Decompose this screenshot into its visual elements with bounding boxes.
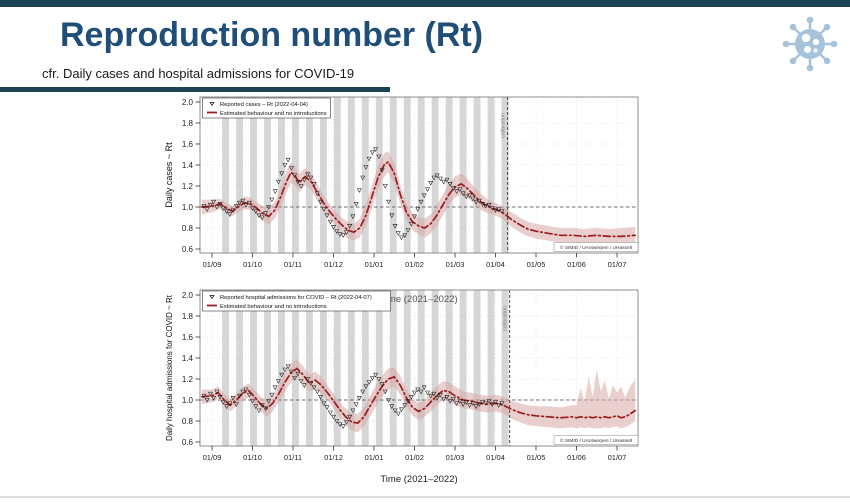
legend-reported-label: Reported hospital admissions for COVID –… [220, 295, 372, 301]
watermark-box [553, 242, 639, 252]
x-tick-label: 01/01 [365, 453, 384, 462]
legend-triangle-marker [209, 102, 215, 107]
legend-box [202, 290, 391, 312]
x-tick-label: 01/02 [405, 260, 424, 269]
estimated-rt-line [201, 367, 637, 425]
watermark-text: © SIMID / UAntwerpen / UHasselt [560, 244, 633, 251]
y-tick-label: 1.4 [182, 354, 194, 363]
y-tick-label: 1.2 [182, 182, 194, 191]
calibration-label: calibration [503, 306, 509, 331]
weekly-shading-bands [222, 97, 509, 253]
x-tick-label: 01/03 [446, 453, 465, 462]
y-tick-label: 1.0 [182, 203, 194, 212]
x-tick-label: 01/05 [527, 260, 546, 269]
bottom-divider [0, 496, 850, 498]
plot-border [199, 289, 639, 447]
x-tick-label: 01/09 [203, 453, 222, 462]
x-tick-label: 01/11 [284, 453, 302, 462]
x-tick-label: 01/03 [446, 260, 465, 269]
y-tick-label: 1.2 [182, 375, 194, 384]
virus-icon [782, 16, 838, 72]
watermark-text: © SIMID / UAntwerpen / UHasselt [560, 437, 633, 444]
y-tick-label: 1.0 [182, 396, 194, 405]
x-tick-label: 01/04 [486, 260, 505, 269]
legend-reported-label: Reported cases – Rt (2022-04-04) [220, 102, 308, 108]
chart-daily-cases-rt: calibration Reported cases – Rt (2022-04-… [164, 96, 639, 269]
legend-box [202, 97, 331, 119]
y-tick-label: 0.8 [182, 417, 194, 426]
x-tick-label: 01/07 [608, 260, 627, 269]
x-tick-label: 01/01 [365, 260, 384, 269]
x-axis-label: Time (2021–2022) [380, 474, 457, 485]
top-accent-bar [0, 0, 850, 7]
x-tick-label: 01/06 [567, 260, 586, 269]
axis-ticks [195, 294, 618, 451]
reported-rt-markers [201, 364, 505, 429]
legend-triangle-marker [209, 295, 215, 300]
page-title: Reproduction number (Rt) [60, 16, 484, 54]
estimated-rt-line [201, 160, 637, 238]
y-tick-label: 0.6 [182, 438, 194, 447]
overlapping-top-x-axis-label: Time (2021–2022) [380, 294, 457, 305]
calibration-label: calibration [501, 113, 507, 138]
x-tick-label: 01/06 [567, 453, 586, 462]
y-tick-label: 1.6 [182, 140, 194, 149]
reported-rt-markers [201, 147, 505, 241]
y-tick-label: 0.8 [182, 224, 194, 233]
y-tick-label: 1.4 [182, 161, 194, 170]
y-tick-label: 1.8 [182, 119, 194, 128]
y-tick-label: 2.0 [182, 291, 194, 300]
chart-hospital-admissions-rt: calibration Time (2021–2022) Reported hosp… [165, 289, 639, 485]
y-tick-label: 1.8 [182, 312, 194, 321]
x-tick-label: 01/09 [203, 260, 222, 269]
axis-ticks [195, 101, 618, 258]
x-tick-label: 01/04 [486, 453, 505, 462]
x-tick-label: 01/05 [527, 453, 546, 462]
y-tick-label: 0.6 [182, 245, 194, 254]
legend-estimate-label: Estimated behaviour and no introductions [220, 111, 327, 117]
watermark-box [553, 435, 639, 445]
title-underline [0, 87, 390, 92]
x-tick-label: 01/12 [324, 453, 343, 462]
y-tick-label: 1.6 [182, 333, 194, 342]
x-tick-label: 01/10 [243, 260, 262, 269]
confidence-band [201, 151, 636, 245]
x-tick-label: 01/10 [243, 453, 262, 462]
x-tick-label: 01/07 [608, 453, 627, 462]
plot-border [199, 96, 639, 254]
y-axis-label: Daily hospital admissions for COVID ~ Rt [165, 294, 174, 441]
legend-estimate-label: Estimated behaviour and no introductions [220, 304, 327, 310]
x-tick-label: 01/11 [284, 260, 302, 269]
page-subtitle: cfr. Daily cases and hospital admissions… [42, 66, 355, 81]
x-tick-label: 01/02 [405, 453, 424, 462]
y-axis-label: Daily cases ~ Rt [164, 142, 174, 208]
x-tick-label: 01/12 [324, 260, 343, 269]
weekly-shading-bands [222, 290, 509, 446]
y-tick-label: 2.0 [182, 98, 194, 107]
